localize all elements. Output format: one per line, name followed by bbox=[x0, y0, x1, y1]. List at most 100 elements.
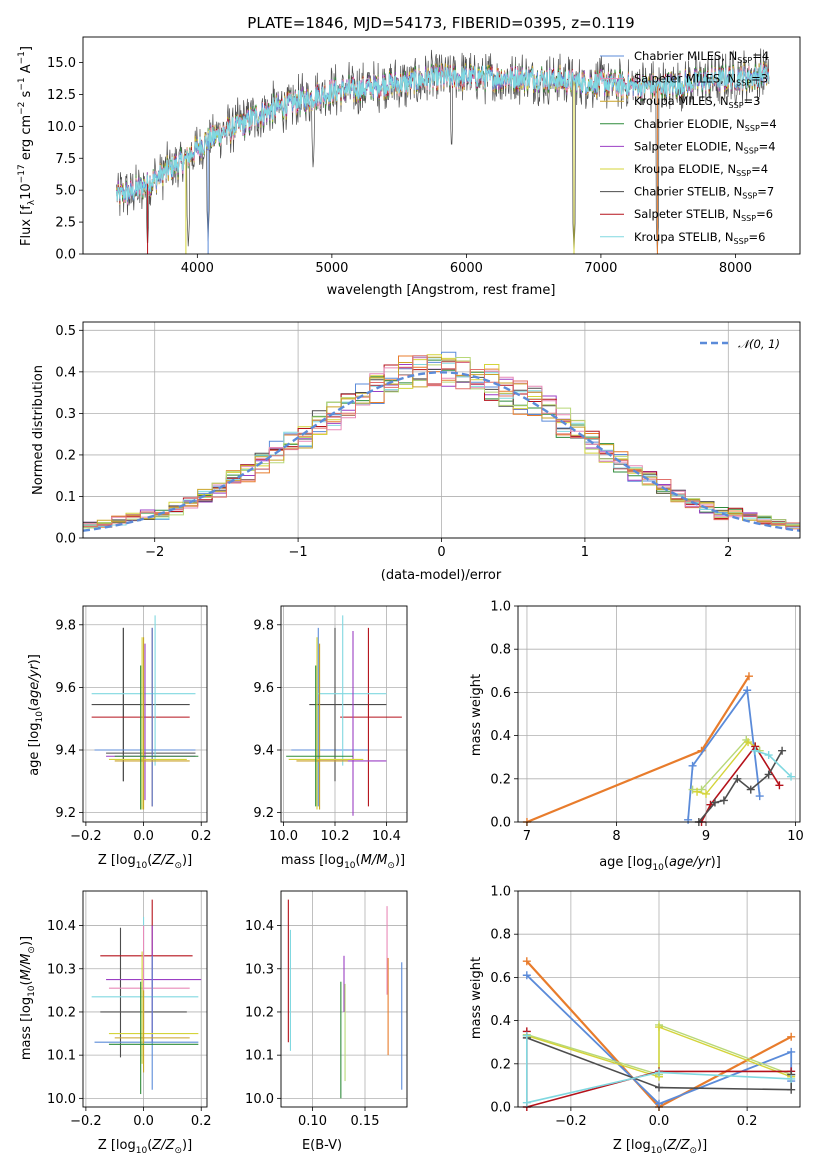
gaussian-legend-label: 𝒩(0, 1) bbox=[738, 337, 780, 351]
y-tick-label: 12.5 bbox=[47, 88, 76, 103]
weight-point-marker bbox=[787, 1047, 796, 1056]
x-tick-label: 5000 bbox=[315, 261, 348, 276]
residual-histogram bbox=[83, 357, 800, 527]
y-tick-label: 0.1 bbox=[55, 490, 76, 505]
z-age-x-label: Z [log10(Z/Z⊙)] bbox=[98, 853, 192, 871]
weight-point-marker bbox=[688, 761, 697, 770]
data-marks bbox=[287, 899, 403, 1099]
x-tick-label: 0.2 bbox=[737, 1114, 758, 1129]
y-tick-label: 0.4 bbox=[490, 729, 511, 744]
age-weight-y-label: mass weight bbox=[469, 674, 484, 756]
weight-point-marker bbox=[522, 971, 531, 980]
weight-point-marker bbox=[655, 1068, 663, 1077]
axes: 10.0 10.2 10.4 9.2 9.4 9.6 9.8 bbox=[253, 605, 408, 844]
spectrum-line bbox=[116, 64, 770, 202]
weight-point-marker bbox=[787, 1085, 796, 1094]
weight-point-marker bbox=[764, 751, 773, 760]
x-tick-label: 9 bbox=[702, 829, 710, 844]
weight-series-line bbox=[687, 687, 761, 820]
y-tick-label: 0.0 bbox=[490, 816, 511, 831]
spectrum-legend: Chabrier MILES, NSSP=4 Salpeter MILES, NS… bbox=[600, 49, 777, 246]
y-tick-label: 5.0 bbox=[55, 184, 76, 199]
y-tick-label: 0.2 bbox=[490, 772, 511, 787]
ebv-mass-x-label: E(B-V) bbox=[302, 1138, 342, 1153]
y-tick-label: 9.6 bbox=[55, 681, 76, 696]
y-tick-label: 0.8 bbox=[490, 928, 511, 943]
x-tick-label: 10.4 bbox=[372, 829, 401, 844]
spectrum-panel: PLATE=1846, MJD=54173, FIBERID=0395, z=0… bbox=[17, 14, 801, 298]
weight-point-marker bbox=[787, 1032, 796, 1041]
residual-panel: −2 −1 0 1 2 0.0 0.1 0.2 0.3 0.4 0.5 (data-model)/e… bbox=[31, 321, 801, 583]
x-tick-label: 6000 bbox=[450, 261, 483, 276]
x-tick-label: 4000 bbox=[181, 261, 214, 276]
legend-label: Salpeter STELIB, NSSP=6 bbox=[634, 207, 773, 223]
z-weight-x-label: Z [log10(Z/Z⊙)] bbox=[613, 1138, 707, 1156]
weight-series-line bbox=[526, 1026, 792, 1078]
z-weight-y-label: mass weight bbox=[469, 957, 484, 1039]
data-marks bbox=[82, 351, 801, 532]
data-marks bbox=[286, 615, 402, 816]
residual-plot-area: −2 −1 0 1 2 0.0 0.1 0.2 0.3 0.4 0.5 bbox=[55, 321, 801, 560]
weight-point-marker bbox=[702, 789, 710, 798]
spectrum-y-label: Flux [fλ10−17 erg cm−2 s−1 A−1] bbox=[17, 46, 37, 246]
z-weight-plot-area: −0.2 0.0 0.2 0.0 0.2 0.4 0.6 0.8 1.0 bbox=[490, 885, 801, 1129]
y-tick-label: 10.2 bbox=[47, 1005, 76, 1020]
weight-point-marker bbox=[746, 785, 755, 794]
y-tick-label: 9.6 bbox=[253, 681, 274, 696]
y-tick-label: 0.4 bbox=[490, 1014, 511, 1029]
mass-age-x-label: mass [log10(M/M⊙)] bbox=[281, 853, 405, 871]
x-tick-label: −0.2 bbox=[555, 1114, 587, 1129]
residual-y-label: Normed distribution bbox=[31, 365, 46, 495]
x-tick-label: −2 bbox=[145, 545, 164, 560]
y-tick-label: 0.0 bbox=[55, 532, 76, 547]
z-mass-panel: −0.2 0.0 0.2 10.0 10.1 10.2 10.3 10.4 Z [log10(… bbox=[19, 890, 212, 1156]
x-tick-label: 0.0 bbox=[133, 1114, 154, 1129]
axes-frame bbox=[82, 890, 208, 1108]
y-tick-label: 0.5 bbox=[55, 324, 76, 339]
weight-point-marker bbox=[655, 1099, 663, 1108]
data-marks bbox=[522, 672, 796, 826]
y-tick-label: 9.2 bbox=[55, 806, 76, 821]
z-age-plot-area: −0.2 0.0 0.2 9.2 9.4 9.6 9.8 bbox=[55, 605, 212, 844]
x-tick-label: 0.0 bbox=[133, 829, 154, 844]
age-weight-plot-area: 7 8 9 10 0.0 0.2 0.4 0.6 0.8 1.0 bbox=[490, 600, 803, 845]
legend-label: Chabrier MILES, NSSP=4 bbox=[634, 49, 769, 65]
weight-point-marker bbox=[751, 746, 760, 755]
y-tick-label: 9.4 bbox=[55, 744, 76, 759]
y-tick-label: 0.2 bbox=[490, 1057, 511, 1072]
z-mass-x-label: Z [log10(Z/Z⊙)] bbox=[98, 1138, 192, 1156]
z-mass-y-label: mass [log10(M/M⊙)] bbox=[19, 936, 37, 1060]
weight-point-marker bbox=[710, 798, 719, 807]
weight-point-marker bbox=[719, 796, 728, 805]
spectrum-x-label: wavelength [Angstrom, rest frame] bbox=[327, 283, 556, 298]
weight-point-marker bbox=[775, 781, 784, 790]
y-tick-label: 10.1 bbox=[245, 1049, 274, 1064]
weight-point-marker bbox=[787, 772, 796, 781]
axes: −0.2 0.0 0.2 0.0 0.2 0.4 0.6 0.8 1.0 bbox=[490, 885, 801, 1129]
y-tick-label: 0.0 bbox=[55, 248, 76, 263]
z-weight-panel: −0.2 0.0 0.2 0.0 0.2 0.4 0.6 0.8 1.0 Z [log10(Z/… bbox=[469, 885, 801, 1156]
y-tick-label: 7.5 bbox=[55, 152, 76, 167]
spectrum-plot-area: 4000 5000 6000 7000 8000 0.0 2.5 5.0 7.5 10.0 12.5… bbox=[47, 36, 801, 276]
weight-point-marker bbox=[743, 686, 752, 695]
legend-label: Chabrier STELIB, NSSP=7 bbox=[634, 185, 774, 201]
axes-frame bbox=[517, 890, 801, 1108]
x-tick-label: 0.0 bbox=[649, 1114, 670, 1129]
weight-series-line bbox=[696, 741, 756, 795]
x-tick-label: 0.2 bbox=[191, 1114, 212, 1129]
weight-series-line bbox=[526, 974, 793, 1105]
age-weight-x-label: age [log10(age/yr)] bbox=[599, 855, 721, 873]
weight-point-marker bbox=[744, 738, 753, 747]
x-tick-label: 0 bbox=[437, 545, 445, 560]
y-tick-label: 10.0 bbox=[47, 120, 76, 135]
data-marks bbox=[91, 899, 202, 1095]
x-tick-label: 0.10 bbox=[298, 1114, 327, 1129]
axes-frame bbox=[82, 605, 208, 823]
weight-point-marker bbox=[764, 770, 773, 779]
y-tick-label: 10.4 bbox=[47, 919, 76, 934]
legend-label: Salpeter MILES, NSSP=3 bbox=[634, 72, 768, 88]
spectrum-title: PLATE=1846, MJD=54173, FIBERID=0395, z=0… bbox=[247, 14, 634, 32]
x-tick-label: 0.15 bbox=[351, 1114, 380, 1129]
weight-point-marker bbox=[778, 746, 787, 755]
x-tick-label: 8000 bbox=[719, 261, 752, 276]
